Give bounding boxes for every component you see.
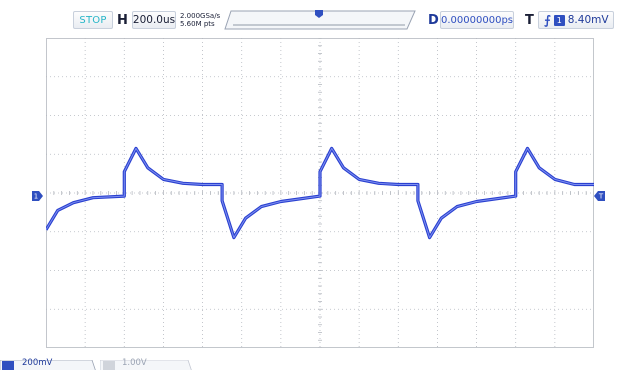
channel-1-trace	[46, 146, 594, 240]
rising-edge-icon: ⨍	[544, 13, 551, 27]
top-status-bar: STOP H 200.0us 2.000GSa/s 5.60M pts D 0.…	[0, 0, 618, 32]
memory-depth: 5.60M pts	[180, 20, 215, 28]
delay-label: D	[428, 12, 439, 28]
trigger-position-icon	[315, 10, 323, 18]
acquisition-info: 2.000GSa/s 5.60M pts	[180, 9, 220, 31]
channel-2-badge-icon	[103, 361, 115, 370]
trigger-level-marker-icon[interactable]: T	[594, 191, 605, 201]
trigger-field[interactable]: ⨍ 1 8.40mV	[538, 11, 614, 29]
run-stop-button[interactable]: STOP	[73, 11, 113, 29]
run-state-label: STOP	[79, 14, 107, 26]
channel-1-tab[interactable]	[0, 360, 96, 370]
delay-field[interactable]: 0.00000000ps	[440, 11, 514, 29]
channel-1-offset-marker-icon[interactable]: 1	[32, 191, 43, 201]
timebase-field[interactable]: 200.0us	[132, 11, 176, 29]
trigger-level: 8.40mV	[567, 14, 609, 26]
timebase-value: 200.0us	[132, 14, 176, 26]
channel-1-scale: 200mV	[22, 358, 53, 368]
channel-1-badge-icon	[2, 361, 14, 370]
trigger-label: T	[525, 12, 534, 28]
channel-2-tab[interactable]	[100, 360, 192, 370]
channel-2-scale: 1.00V	[122, 358, 147, 368]
waveform-display[interactable]	[46, 38, 594, 348]
waveform-line-highlight	[46, 147, 594, 239]
trigger-level-marker-text: T	[598, 193, 604, 201]
delay-value: 0.00000000ps	[441, 14, 513, 26]
memory-overview-bar[interactable]	[223, 9, 420, 31]
horizontal-label: H	[117, 12, 128, 28]
trigger-source-badge: 1	[553, 14, 565, 26]
bottom-channel-bar: 200mV 1.00V	[0, 356, 618, 370]
channel-marker-text: 1	[34, 193, 38, 201]
sample-rate: 2.000GSa/s	[180, 12, 221, 20]
